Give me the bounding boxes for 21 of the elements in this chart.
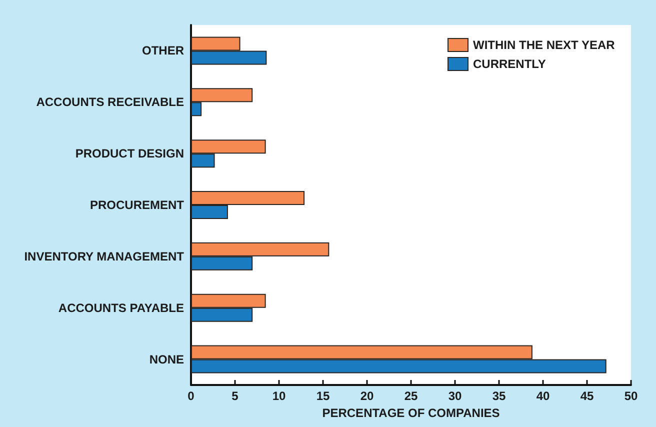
x-tick-label: 5: [232, 389, 239, 403]
y-tick-label: NONE: [149, 352, 184, 366]
x-tick-label: 50: [624, 389, 638, 403]
x-tick-label: 30: [448, 389, 462, 403]
y-tick-label: PROCUREMENT: [90, 198, 185, 212]
y-tick-label: OTHER: [142, 44, 184, 58]
y-tick-label: ACCOUNTS PAYABLE: [58, 300, 184, 315]
y-tick-label: PRODUCT DESIGN: [75, 146, 184, 161]
y-tick-label: INVENTORY MANAGEMENT: [24, 249, 185, 264]
x-tick-label: 35: [492, 389, 506, 403]
x-tick-label: 0: [188, 389, 195, 403]
legend-label: CURRENTLY: [473, 57, 546, 71]
y-tick-label: ACCOUNTS RECEIVABLE: [36, 95, 184, 110]
x-tick-label: 40: [536, 389, 550, 403]
legend-label: WITHIN THE NEXT YEAR: [473, 38, 616, 52]
x-tick-label: 15: [316, 389, 330, 403]
x-tick-label: 45: [580, 389, 594, 403]
x-tick-label: 20: [360, 389, 374, 403]
x-axis-title: PERCENTAGE OF COMPANIES: [322, 406, 500, 420]
x-tick-label: 25: [404, 389, 418, 403]
x-tick-label: 10: [272, 389, 286, 403]
